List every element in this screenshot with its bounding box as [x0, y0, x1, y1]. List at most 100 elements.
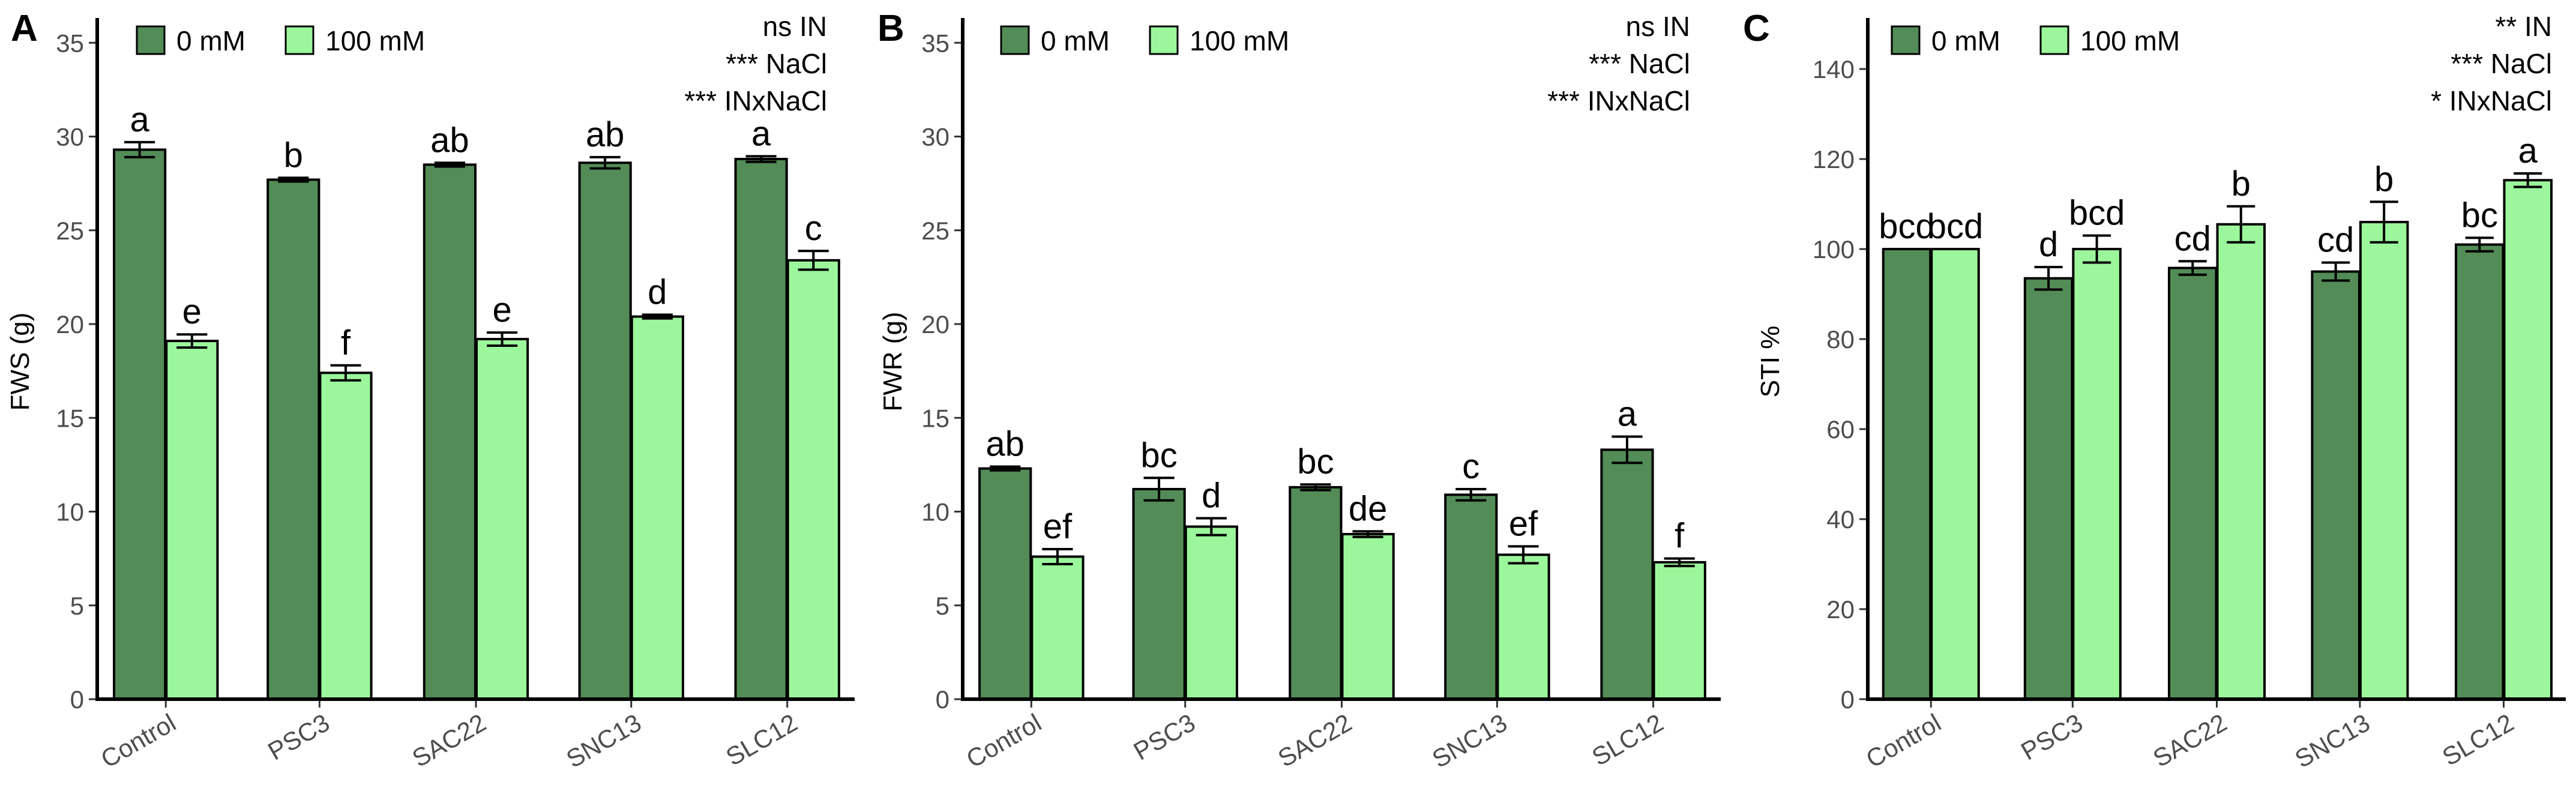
y-tick-label: 80: [1826, 325, 1855, 353]
legend: 0 mM 100 mM: [1000, 25, 1289, 56]
y-tick-label: 10: [921, 498, 949, 526]
y-tick-label: 35: [921, 29, 949, 57]
x-tick-label: SAC22: [2148, 708, 2231, 772]
significance-letter: bcd: [1879, 207, 1935, 246]
significance-letter: c: [805, 209, 822, 248]
legend-swatch: [1000, 25, 1030, 55]
significance-letter: bc: [2461, 196, 2498, 235]
y-tick-label: 100: [1813, 235, 1855, 263]
bar: [1132, 488, 1186, 700]
y-tick-label: 15: [56, 404, 84, 432]
bar: [630, 315, 684, 700]
bar: [319, 371, 373, 700]
legend-swatch: [1149, 25, 1179, 55]
x-tick-label: SLC12: [2437, 708, 2518, 771]
legend-swatch: [136, 25, 166, 55]
significance-letter: a: [751, 114, 771, 153]
bar: [1930, 248, 1980, 700]
x-tick-label: Control: [96, 708, 181, 773]
stats-annotation: ns IN *** NaCl *** INxNaCl: [684, 11, 827, 116]
y-tick-label: 15: [921, 404, 949, 432]
x-tick-label: SAC22: [408, 708, 491, 772]
significance-letter: b: [284, 136, 303, 175]
legend: 0 mM 100 mM: [136, 25, 425, 56]
significance-letter: ef: [1509, 504, 1538, 543]
stat-line: * INxNaCl: [2431, 85, 2552, 116]
significance-letter: e: [182, 292, 202, 331]
bar: [2216, 223, 2266, 700]
x-tick-label: PSC3: [263, 708, 334, 766]
legend-label: 100 mM: [2080, 25, 2180, 56]
bar: [578, 161, 632, 700]
stat-line: ** IN: [2495, 11, 2552, 42]
significance-letter: f: [1675, 517, 1685, 556]
significance-letter: cd: [2174, 219, 2211, 258]
x-tick-label: SNC13: [2290, 708, 2375, 773]
y-tick-label: 35: [56, 29, 84, 57]
bar: [786, 259, 840, 700]
significance-letter: ab: [986, 425, 1025, 464]
legend-swatch: [1891, 25, 1921, 55]
y-tick-label: 30: [56, 123, 84, 151]
x-tick-label: SNC13: [1427, 708, 1512, 773]
significance-letter: f: [341, 323, 351, 362]
bar: [1289, 486, 1343, 700]
bar: [165, 340, 219, 700]
y-tick-label: 5: [70, 592, 84, 620]
stat-line: *** NaCl: [726, 48, 827, 79]
y-tick-label: 20: [1826, 595, 1855, 624]
legend-label: 100 mM: [1190, 25, 1289, 56]
legend-label: 0 mM: [1041, 25, 1110, 56]
bar: [1496, 553, 1550, 700]
y-tick-label: 0: [70, 685, 84, 714]
legend-swatch: [284, 25, 314, 55]
y-tick-label: 40: [1826, 505, 1855, 534]
significance-letter: ef: [1043, 507, 1073, 546]
legend-label: 100 mM: [325, 25, 425, 56]
significance-letter: a: [1618, 395, 1637, 434]
significance-letter: ab: [430, 121, 469, 160]
bar: [1341, 533, 1395, 700]
y-tick-label: 25: [56, 217, 84, 245]
bar: [2503, 179, 2553, 700]
y-axis-title: FWS (g): [5, 313, 35, 411]
bar: [1031, 555, 1085, 700]
x-tick-label: SAC22: [1273, 708, 1356, 772]
significance-letter: e: [492, 290, 511, 329]
y-tick-label: 20: [56, 310, 84, 338]
significance-letter: bc: [1297, 442, 1334, 481]
y-tick-label: 60: [1826, 415, 1855, 444]
chart-panel-a: A FWS (g) 0 5 10 15 20 25 30 35 a e Control b f PSC3 ab e…: [5, 8, 855, 773]
stat-line: ns IN: [763, 11, 827, 42]
x-tick-label: SNC13: [561, 708, 646, 773]
bar: [113, 148, 167, 700]
y-tick-label: 120: [1813, 145, 1855, 173]
significance-letter: d: [648, 272, 667, 311]
x-tick-label: SLC12: [721, 708, 802, 771]
panel-letter: C: [1743, 8, 1770, 49]
bar: [475, 338, 529, 700]
bar: [2072, 248, 2122, 700]
legend-label: 0 mM: [176, 25, 245, 56]
bar: [978, 467, 1032, 700]
significance-letter: bcd: [1927, 207, 1984, 246]
significance-letter: bcd: [2069, 194, 2125, 233]
x-tick-label: Control: [1861, 708, 1946, 773]
bar: [1600, 448, 1654, 700]
bar: [734, 158, 788, 700]
y-tick-label: 20: [921, 310, 949, 338]
significance-letter: c: [1462, 447, 1479, 486]
bar: [2023, 277, 2074, 700]
bar: [1184, 525, 1238, 700]
stats-annotation: ns IN *** NaCl *** INxNaCl: [1547, 11, 1690, 116]
panel-letter: B: [877, 8, 904, 49]
bar: [2311, 270, 2361, 700]
significance-letter: cd: [2317, 221, 2354, 260]
significance-letter: d: [2039, 225, 2058, 264]
x-tick-label: PSC3: [1129, 708, 1200, 766]
significance-letter: bc: [1140, 436, 1177, 475]
bar: [2454, 243, 2505, 700]
y-tick-label: 0: [1841, 685, 1855, 714]
y-axis-title: FWR (g): [878, 311, 907, 411]
